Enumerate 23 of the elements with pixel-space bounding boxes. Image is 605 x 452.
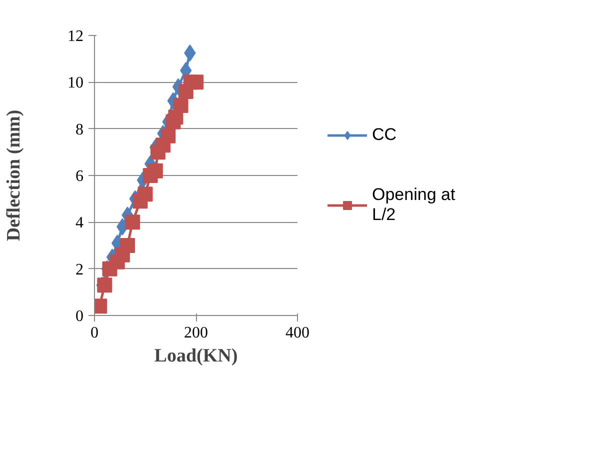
point	[97, 278, 112, 293]
point	[148, 163, 163, 178]
point	[173, 98, 188, 113]
y-tick-label: 0	[76, 308, 84, 325]
point	[125, 214, 140, 230]
y-tick-label: 8	[76, 121, 84, 138]
y-axis-title: Deflection (mm)	[4, 110, 24, 242]
point	[160, 128, 176, 144]
y-tick-label: 4	[76, 214, 84, 232]
point	[188, 74, 204, 90]
x-tick-label: 400	[286, 324, 310, 342]
legend-label: Opening at L/2	[372, 185, 456, 225]
x-axis-title: Load(KN)	[154, 346, 238, 366]
point	[184, 44, 196, 62]
legend-label: CC	[372, 125, 398, 145]
y-tick-label: 12	[68, 28, 84, 45]
y-tick-label: 2	[76, 261, 84, 278]
point	[120, 238, 135, 253]
y-tick-label: 6	[76, 168, 84, 185]
point	[138, 186, 153, 202]
x-tick-label: 200	[184, 324, 208, 342]
x-tick-label: 0	[90, 324, 98, 342]
y-tick-label: 10	[68, 74, 84, 92]
